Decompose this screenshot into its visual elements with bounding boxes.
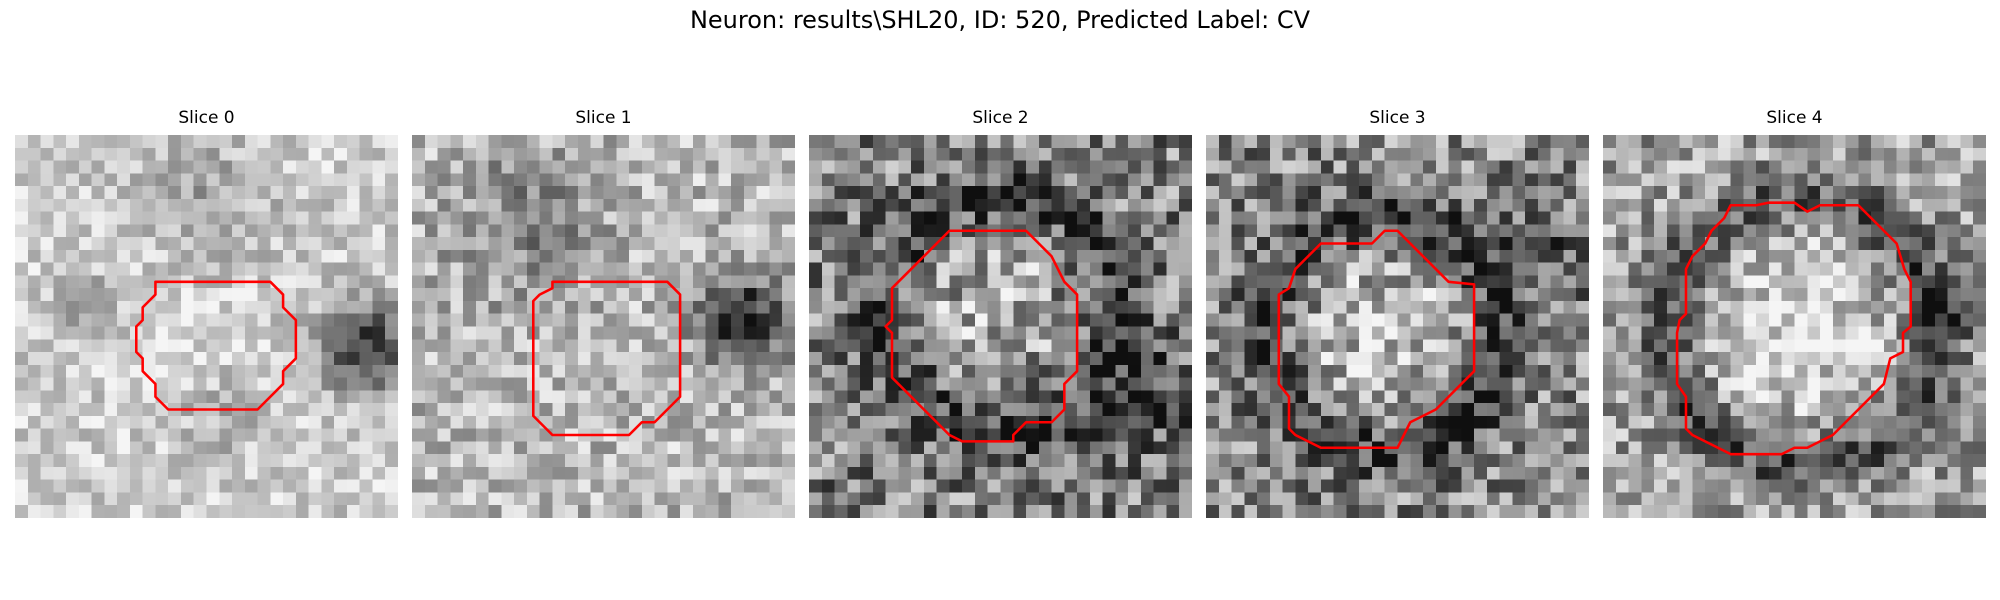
pixel-grid [809, 135, 1192, 518]
slice-image-4 [1603, 135, 1986, 518]
slice-image-2 [809, 135, 1192, 518]
pixel-grid [1603, 135, 1986, 518]
roi-contour [1675, 201, 1912, 456]
pixel-grid [1206, 135, 1589, 518]
slice-image-3 [1206, 135, 1589, 518]
roi-contour [135, 280, 298, 411]
slice-title-1: Slice 1 [575, 108, 632, 128]
pixel-grid [15, 135, 398, 518]
figure-title: Neuron: results\SHL20, ID: 520, Predicte… [689, 6, 1311, 34]
slice-title-3: Slice 3 [1369, 108, 1426, 128]
roi-contour [1277, 229, 1476, 450]
roi-contour [532, 280, 682, 437]
slice-image-1 [412, 135, 795, 518]
slice-image-0 [15, 135, 398, 518]
roi-contour [884, 229, 1079, 443]
slice-title-2: Slice 2 [972, 108, 1029, 128]
slice-title-4: Slice 4 [1766, 108, 1823, 128]
pixel-grid [412, 135, 795, 518]
slice-title-0: Slice 0 [178, 108, 235, 128]
